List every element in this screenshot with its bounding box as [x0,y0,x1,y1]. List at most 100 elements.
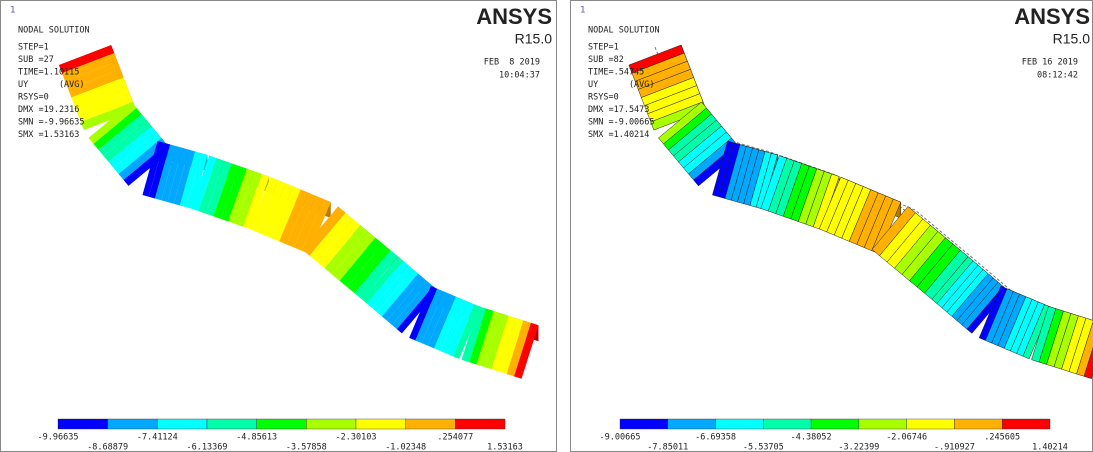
legend-label: .245605 [984,433,1020,443]
beam-top [1083,347,1093,380]
legend-swatch [256,418,307,430]
beam-top [264,183,294,239]
info-line: TIME=1.10115 [18,68,79,78]
beam-top [256,180,286,236]
legend-swatch [355,418,406,430]
beam-top [409,286,438,341]
beam-top [286,192,316,248]
beam-top [386,277,429,325]
beam-top [77,93,134,122]
beam-top [1068,317,1093,375]
beam-top [354,250,398,300]
beam-top [302,206,346,256]
legend-label: -6.13369 [187,443,228,452]
legend-label: 1.40214 [1032,443,1068,452]
beam-top [324,225,368,275]
info-line: DMX =17.5473 [588,105,649,115]
beam-top [440,299,469,354]
beam-top [103,120,152,162]
beam-top [491,315,516,372]
beam-top [499,318,524,374]
legend-label: -7.85011 [647,443,688,452]
beam-top [452,304,481,359]
beam-top [93,108,142,150]
beam-top [98,114,147,156]
beam-top [186,153,208,209]
beam-top [347,243,391,294]
beam-top [476,311,501,367]
legend-swatch [667,418,716,430]
beam-top [294,195,324,251]
info-line: RSYS=0 [18,93,49,103]
legend-swatch [858,418,907,430]
version: R15.0 [515,31,553,47]
beam-top [167,148,189,204]
beam-top [271,186,301,242]
beam-top [279,189,309,245]
legend-swatch [763,418,812,430]
info-line: DMX =19.2316 [18,105,79,115]
legend-label: -2.30103 [336,433,377,443]
legend-swatch [715,418,764,430]
beam-top [391,282,434,330]
beam-top [446,301,475,357]
beam-top [243,173,270,230]
legend-label: -3.57858 [286,443,327,452]
corner-label: 1 [580,6,585,16]
legend-label: .254077 [437,433,473,443]
legend-label: -6.69358 [695,433,736,443]
info-line: TIME=.54745 [588,68,644,78]
beam-top [80,101,137,131]
beam-top [65,61,121,90]
legend-label: -2.06746 [886,433,927,443]
beam-top [1076,321,1093,377]
legend-swatch [206,418,257,430]
plot-title: NODAL SOLUTION [588,26,660,36]
beam-top [205,160,232,217]
beam-top [301,199,331,254]
legend-label: -9.00665 [600,433,641,443]
beam-top [161,146,183,202]
legend-swatch [157,418,208,430]
legend-swatch [619,418,668,430]
beam-top [339,237,383,288]
info-line: UY (AVG) [18,80,85,90]
info-line: RSYS=0 [588,93,619,103]
beam-top [58,44,115,74]
legend-swatch [1002,418,1051,430]
legend-swatch [455,418,506,430]
beam-top [506,320,531,377]
legend-swatch [306,418,357,430]
legend-label: -1.02348 [385,443,426,452]
legend-label: -8.68879 [87,443,128,452]
beam-top [71,77,127,106]
beam-top [469,308,494,365]
legend-label: -.910927 [934,443,975,452]
beam-top [427,294,456,349]
corner-label: 1 [10,6,15,16]
beam-top [249,177,279,232]
legend-label: -3.22399 [838,443,879,452]
info-line: SUB =27 [18,55,54,65]
legend-label: 1.53163 [487,443,523,452]
beam-top [108,126,157,168]
beam-top [317,218,361,269]
beam-top [361,256,404,304]
beam-top [173,149,196,206]
date: FEB 16 2019 [1022,58,1078,68]
beam-top [309,212,353,263]
info-line: UY (AVG) [588,80,655,90]
logo: ANSYS [476,4,552,29]
beam-top [118,138,167,180]
beam-top [484,313,509,370]
beam-top [332,231,376,281]
legend-swatch [107,418,158,430]
beam-top [113,132,162,174]
beam-top [371,265,414,313]
beam-top [461,306,486,363]
beam-top [755,152,778,210]
beam-top [154,144,177,201]
beam-top [514,322,539,379]
beam-top [142,141,164,197]
